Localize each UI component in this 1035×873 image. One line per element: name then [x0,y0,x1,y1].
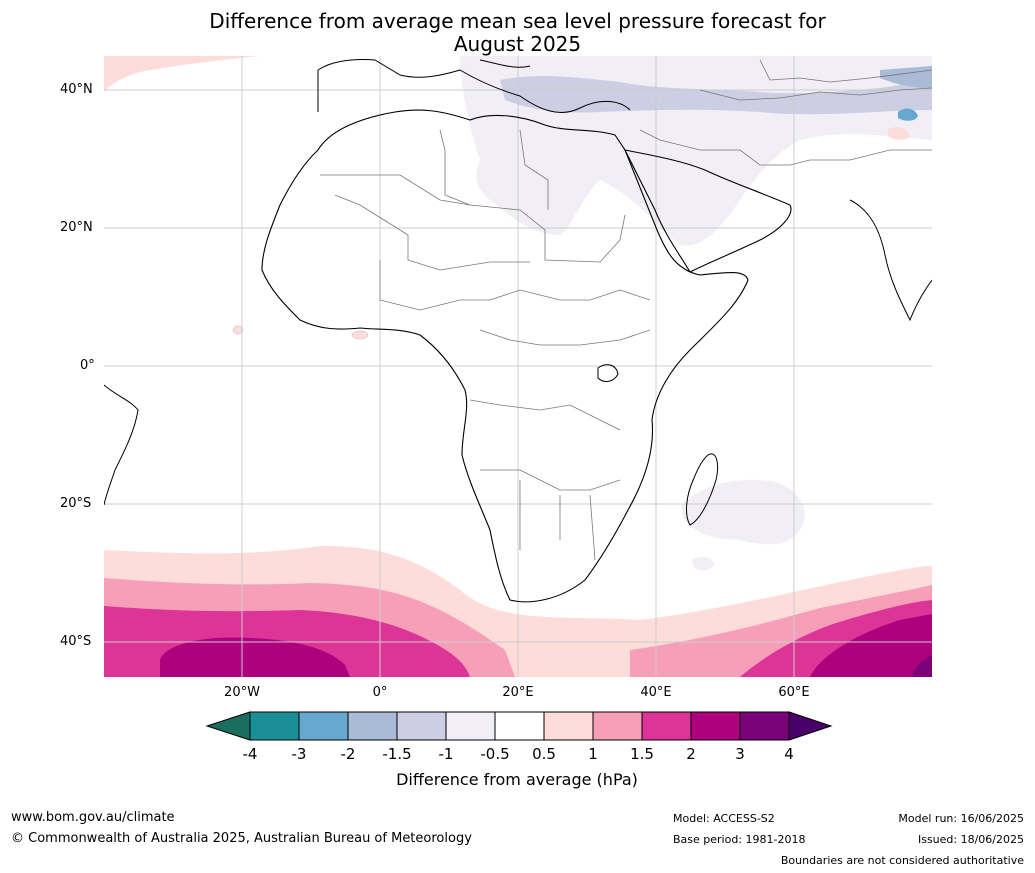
lake-victoria [597,364,619,382]
colorbar-tick-label: -2 [340,745,356,763]
colorbar-cell [249,711,300,741]
colorbar-extend-low [205,711,251,741]
colorbar-cell [592,711,643,741]
footer-website[interactable]: www.bom.gov.au/climate [11,810,175,825]
colorbar-title: Difference from average (hPa) [396,770,638,789]
colorbar-cell [494,711,545,741]
footer-base-period: Base period: 1981-2018 [673,833,806,846]
colorbar-cell [347,711,398,741]
colorbar-tick-label: -1 [438,745,454,763]
anomaly-band-2-3-east [810,614,932,677]
colorbar-tick-label: 4 [784,745,794,763]
colorbar-cell [445,711,496,741]
colorbar-tick-label: 0.5 [532,745,556,763]
colorbar-cell [298,711,349,741]
anomaly-atlantic-positive [232,325,244,335]
footer-disclaimer: Boundaries are not considered authoritat… [780,854,1024,867]
africa-coastline [261,109,749,603]
title-line-1: Difference from average mean sea level p… [209,9,826,33]
colorbar-cell [543,711,594,741]
colorbar-tick-label: 2 [686,745,696,763]
lon-tick-60e: 60°E [778,685,810,700]
colorbar-cell [690,711,741,741]
anomaly-himalaya-positive [888,127,910,140]
colorbar-tick-label: -3 [291,745,307,763]
lat-tick-40s: 40°S [60,634,92,649]
madagascar-coastline [686,453,719,526]
chart-title: Difference from average mean sea level p… [0,10,1035,56]
lat-tick-20n: 20°N [60,220,93,235]
anomaly-small-negative [692,556,714,571]
colorbar-tick-label: -4 [242,745,258,763]
footer-copyright: © Commonwealth of Australia 2025, Austra… [11,831,472,846]
footer-issued: Issued: 18/06/2025 [917,833,1024,846]
colorbar-cell [739,711,790,741]
anomaly-guinea-positive [351,330,369,340]
footer-model-run: Model run: 16/06/2025 [898,812,1024,825]
lon-tick-20w: 20°W [224,685,260,700]
anomaly-mediterranean-negative [500,76,932,115]
lat-tick-20s: 20°S [60,496,92,511]
colorbar-tick-label: 3 [735,745,745,763]
colorbar-extend-high [788,711,833,741]
colorbar-tick-label: 1.5 [630,745,654,763]
anomaly-band-3-4 [912,655,932,677]
south-america-coastline [104,384,139,506]
europe-coastline [317,59,631,113]
colorbar-cell [396,711,447,741]
country-borders [320,59,932,561]
anomaly-band-2-3 [160,637,350,677]
lat-tick-40n: 40°N [60,82,93,97]
lon-tick-20e: 20°E [502,685,534,700]
india-coastline [849,199,932,322]
lon-tick-40e: 40°E [640,685,672,700]
anomaly-north-positive [104,56,260,92]
anomaly-himalaya-negative [898,108,918,121]
lat-tick-0: 0° [80,358,95,373]
colorbar-tick-label: -1.5 [382,745,412,763]
colorbar-cell [641,711,692,741]
anomaly-madagascar-negative [682,479,805,545]
arabia-coastline [624,149,792,273]
lon-tick-0: 0° [372,685,388,700]
colorbar-tick-label: -0.5 [480,745,510,763]
title-line-2: August 2025 [453,32,582,56]
graticule [104,56,932,677]
footer-model: Model: ACCESS-S2 [673,812,775,825]
colorbar-tick-label: 1 [588,745,598,763]
